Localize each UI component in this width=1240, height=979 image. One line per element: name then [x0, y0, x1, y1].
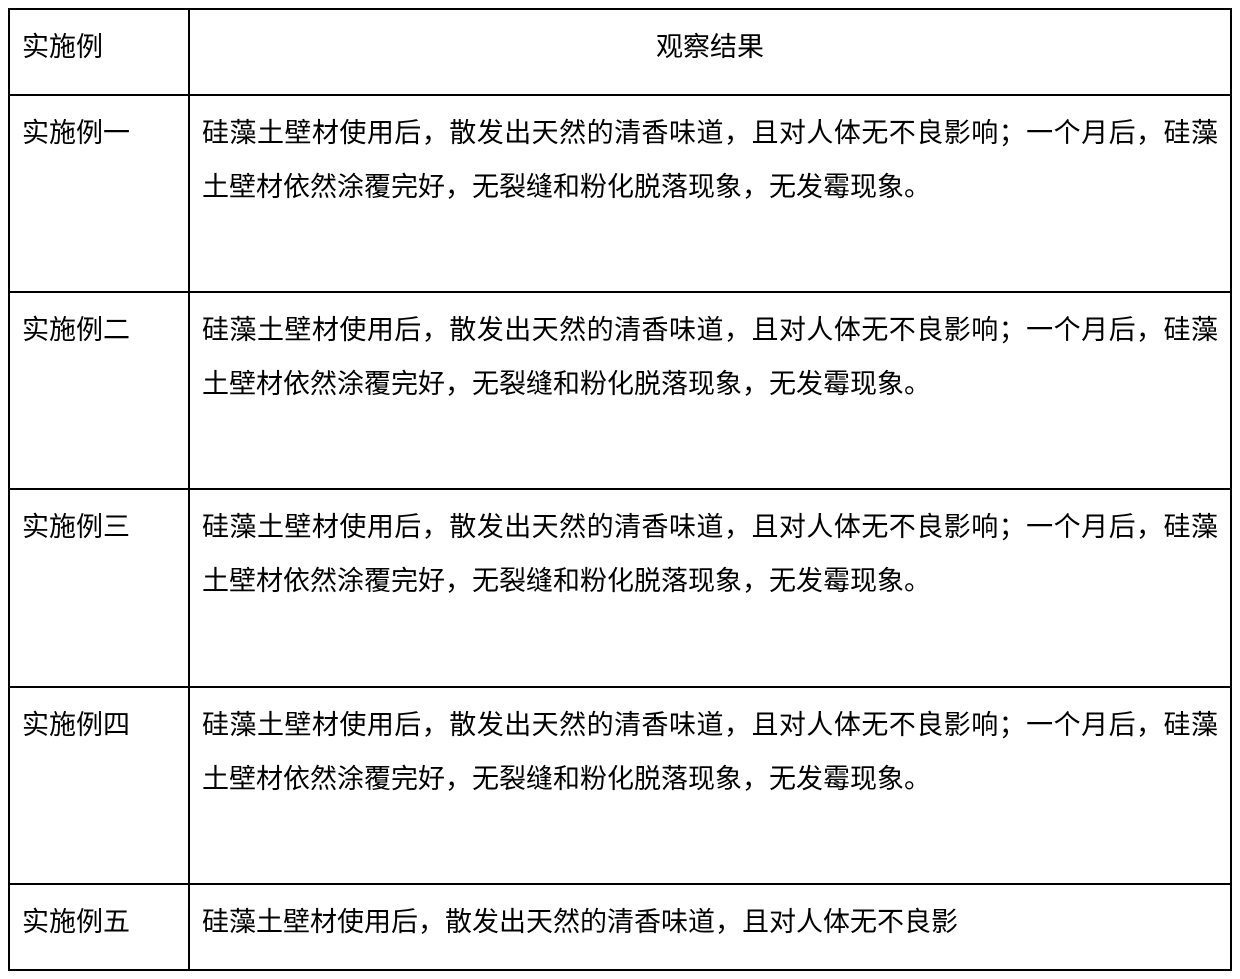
table-row: 实施例五 硅藻土壁材使用后，散发出天然的清香味道，且对人体无不良影 [9, 884, 1231, 970]
table-row: 实施例二 硅藻土壁材使用后，散发出天然的清香味道，且对人体无不良影响；一个月后，… [9, 292, 1231, 489]
result-cell: 硅藻土壁材使用后，散发出天然的清香味道，且对人体无不良影 [189, 884, 1231, 970]
result-cell: 硅藻土壁材使用后，散发出天然的清香味道，且对人体无不良影响；一个月后，硅藻土壁材… [189, 292, 1231, 489]
result-cell: 硅藻土壁材使用后，散发出天然的清香味道，且对人体无不良影响；一个月后，硅藻土壁材… [189, 95, 1231, 292]
result-cell: 硅藻土壁材使用后，散发出天然的清香味道，且对人体无不良影响；一个月后，硅藻土壁材… [189, 489, 1231, 686]
table-row: 实施例一 硅藻土壁材使用后，散发出天然的清香味道，且对人体无不良影响；一个月后，… [9, 95, 1231, 292]
table-header-row: 实施例 观察结果 [9, 9, 1231, 95]
example-label-cell: 实施例五 [9, 884, 189, 970]
example-label-cell: 实施例二 [9, 292, 189, 489]
column-header-example: 实施例 [9, 9, 189, 95]
result-cell: 硅藻土壁材使用后，散发出天然的清香味道，且对人体无不良影响；一个月后，硅藻土壁材… [189, 687, 1231, 884]
column-header-result: 观察结果 [189, 9, 1231, 95]
example-label-cell: 实施例一 [9, 95, 189, 292]
table-row: 实施例四 硅藻土壁材使用后，散发出天然的清香味道，且对人体无不良影响；一个月后，… [9, 687, 1231, 884]
observation-results-table: 实施例 观察结果 实施例一 硅藻土壁材使用后，散发出天然的清香味道，且对人体无不… [8, 8, 1232, 971]
example-label-cell: 实施例四 [9, 687, 189, 884]
table-row: 实施例三 硅藻土壁材使用后，散发出天然的清香味道，且对人体无不良影响；一个月后，… [9, 489, 1231, 686]
example-label-cell: 实施例三 [9, 489, 189, 686]
